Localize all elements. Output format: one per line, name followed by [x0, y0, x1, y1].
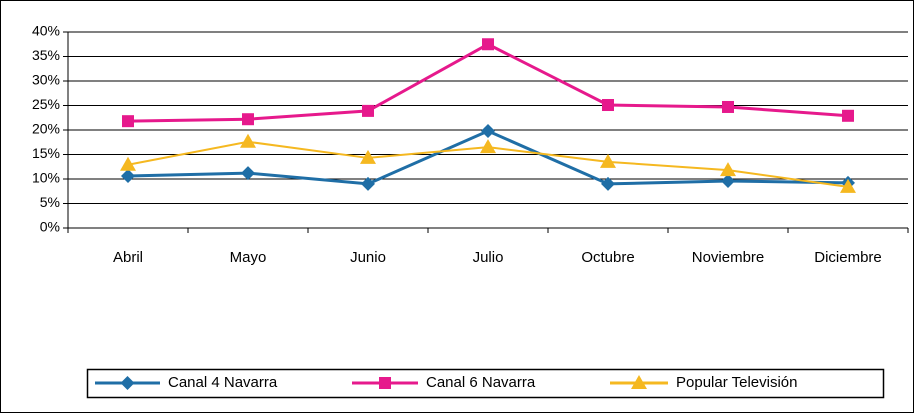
- x-tick-label: Abril: [113, 249, 143, 266]
- marker: [360, 149, 376, 164]
- marker: [842, 109, 854, 122]
- marker: [242, 113, 254, 126]
- x-tick-label: Mayo: [230, 249, 267, 266]
- x-tick-label: Octubre: [581, 249, 634, 266]
- x-tick-label: Diciembre: [814, 249, 882, 266]
- legend-box: [86, 368, 885, 399]
- y-tick-label: 40%: [32, 23, 60, 39]
- marker: [481, 123, 495, 138]
- marker: [480, 139, 496, 154]
- marker: [482, 38, 494, 51]
- marker: [722, 100, 734, 113]
- marker: [840, 178, 856, 193]
- x-tick-label: Noviembre: [692, 249, 765, 266]
- marker: [721, 173, 735, 188]
- marker: [122, 115, 134, 128]
- y-tick-label: 35%: [32, 47, 60, 63]
- y-tick-label: 25%: [32, 96, 60, 112]
- x-tick-label: Junio: [350, 249, 386, 266]
- marker: [602, 99, 614, 112]
- legend-label: Canal 4 Navarra: [168, 374, 278, 391]
- marker: [600, 153, 616, 168]
- marker: [361, 176, 375, 191]
- marker: [240, 133, 256, 148]
- marker: [379, 377, 391, 389]
- marker: [631, 375, 647, 389]
- marker: [241, 166, 255, 181]
- y-tick-label: 20%: [32, 121, 60, 137]
- marker: [720, 162, 736, 177]
- y-tick-label: 10%: [32, 170, 60, 186]
- legend-label: Popular Televisión: [676, 374, 797, 391]
- marker: [601, 176, 615, 191]
- x-tick-label: Julio: [473, 249, 504, 266]
- y-tick-label: 0%: [40, 219, 60, 235]
- marker: [362, 104, 374, 117]
- marker: [121, 169, 135, 184]
- y-tick-label: 15%: [32, 145, 60, 161]
- y-tick-label: 5%: [40, 194, 60, 210]
- marker: [120, 376, 135, 390]
- legend-label: Canal 6 Navarra: [426, 374, 536, 391]
- marker: [120, 156, 136, 171]
- y-tick-label: 30%: [32, 72, 60, 88]
